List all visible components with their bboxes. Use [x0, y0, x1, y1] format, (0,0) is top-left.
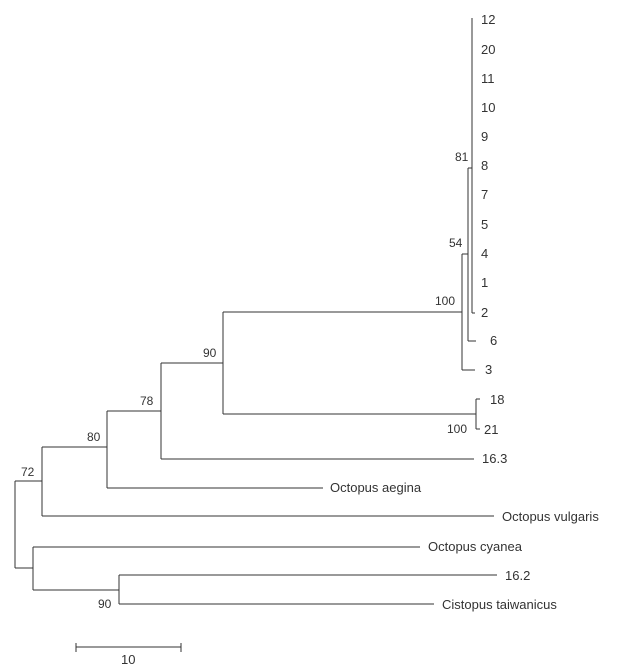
- bootstrap-value: 72: [21, 465, 35, 479]
- tip-label: Octopus cyanea: [428, 539, 523, 554]
- bootstrap-value: 80: [87, 430, 101, 444]
- bootstrap-value: 90: [203, 346, 217, 360]
- tip-label: 16.2: [505, 568, 530, 583]
- tip-label: 12: [481, 12, 495, 27]
- bootstrap-value: 90: [98, 597, 112, 611]
- bootstrap-value: 100: [447, 422, 467, 436]
- tip-label: 5: [481, 217, 488, 232]
- bootstrap-value: 78: [140, 394, 154, 408]
- tip-label: Octopus vulgaris: [502, 509, 599, 524]
- tip-label: 18: [490, 392, 504, 407]
- tip-label: 3: [485, 362, 492, 377]
- tip-label: 20: [481, 42, 495, 57]
- tip-label: 2: [481, 305, 488, 320]
- scale-bar-label: 10: [121, 652, 135, 666]
- bootstrap-value: 54: [449, 236, 463, 250]
- tip-label: 4: [481, 246, 488, 261]
- bootstrap-value: 100: [435, 294, 455, 308]
- tip-label: Octopus aegina: [330, 480, 422, 495]
- tip-label: Cistopus taiwanicus: [442, 597, 557, 612]
- tip-label: 8: [481, 158, 488, 173]
- tip-label: 6: [490, 333, 497, 348]
- tip-label: 21: [484, 422, 498, 437]
- tip-label: 9: [481, 129, 488, 144]
- tip-label: 16.3: [482, 451, 507, 466]
- tip-label: 1: [481, 275, 488, 290]
- tip-label: 7: [481, 187, 488, 202]
- tip-label: 11: [481, 71, 495, 86]
- bootstrap-value: 81: [455, 150, 469, 164]
- tip-label: 10: [481, 100, 495, 115]
